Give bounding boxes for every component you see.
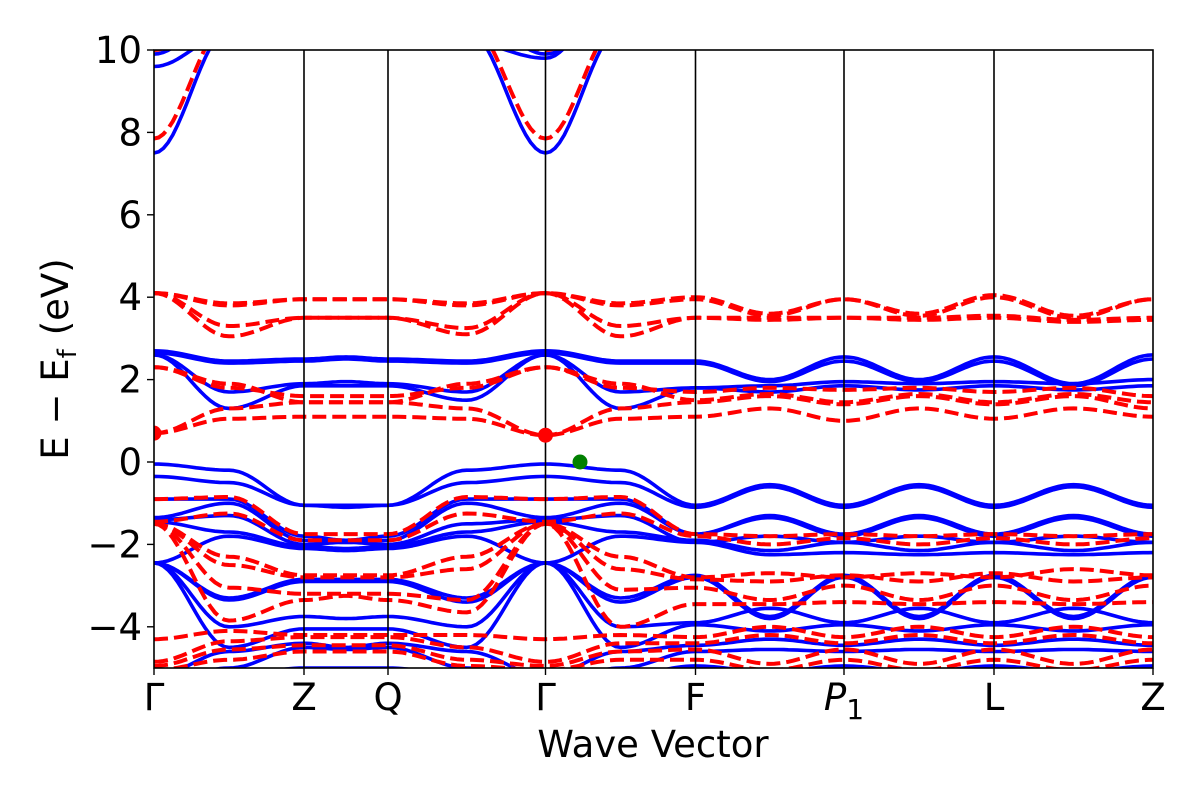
spin-down-band-10 — [154, 495, 1153, 539]
spin-down-band-11 — [154, 511, 1153, 547]
x-tick-label-5: P1 — [824, 676, 864, 726]
x-tick-label-sub: 1 — [846, 693, 864, 726]
spin-down-band-9 — [154, 406, 1153, 438]
x-tick-label-text: Q — [373, 676, 402, 719]
y-axis-title-unit: (eV) — [34, 258, 77, 335]
x-axis-title: Wave Vector — [537, 723, 769, 766]
y-tick-label-2: 0 — [118, 441, 142, 484]
x-tick-label-text: Z — [1140, 676, 1165, 719]
spin-down-band-15 — [154, 521, 1153, 629]
x-tick-label-0: Γ — [144, 676, 165, 719]
spin-up-band-3 — [154, 349, 1153, 386]
y-tick-label-7: 10 — [95, 29, 142, 72]
series-spin-down — [154, 50, 1153, 668]
x-tick-label-text: L — [984, 676, 1005, 719]
spin-down-band-14 — [154, 521, 1153, 602]
extrema-markers — [154, 425, 588, 470]
x-tick-label-text: Γ — [535, 676, 556, 719]
y-tick-label-0: −4 — [87, 606, 142, 649]
spin-down-band-12 — [154, 521, 1153, 580]
spin-down-band-3 — [154, 291, 1153, 320]
cbm-marker-gamma — [538, 427, 553, 443]
spin-down-band-6 — [154, 365, 1153, 399]
spin-up-band-2 — [154, 50, 564, 56]
y-tick-label-3: 2 — [118, 359, 142, 402]
x-tick-label-text: Γ — [144, 676, 165, 719]
spin-up-band-5 — [154, 353, 1153, 394]
x-tick-label-text: P — [824, 676, 847, 719]
spin-up-band-8 — [154, 474, 1153, 510]
spin-down-band-5 — [154, 291, 1153, 339]
y-tick-label-4: 4 — [118, 276, 142, 319]
kpoint-lines — [303, 50, 995, 668]
spin-up-band-13 — [154, 534, 1153, 565]
spin-up-band-17 — [154, 561, 1153, 650]
spin-down-band-17 — [154, 633, 1153, 664]
y-tick-label-6: 8 — [118, 111, 142, 154]
spin-down-band-18 — [154, 643, 1153, 668]
x-tick-label-4: F — [685, 676, 706, 719]
spin-up-band-4 — [154, 351, 1153, 388]
spin-down-band-19 — [158, 649, 1153, 668]
y-axis-ticks: −4 −2 0 2 4 6 8 10 — [87, 29, 154, 649]
x-tick-label-6: L — [984, 676, 1005, 719]
spin-up-band-9 — [154, 497, 1153, 543]
plot-frame — [153, 49, 1154, 669]
vbm-marker — [572, 454, 588, 470]
spin-down-band-8 — [154, 394, 1153, 438]
bands-layer — [154, 50, 1153, 668]
x-axis-ticks: Γ Z Q Γ F P1 L Z — [144, 668, 1166, 726]
spin-up-band-12 — [154, 519, 1153, 553]
x-tick-label-text: F — [685, 676, 706, 719]
x-tick-label-3: Γ — [535, 676, 556, 719]
y-tick-label-5: 6 — [118, 194, 142, 237]
spin-down-band-13 — [154, 521, 1153, 584]
spin-down-band-16 — [154, 624, 1153, 642]
x-tick-label-text: Z — [291, 676, 316, 719]
cbm-marker-left — [154, 425, 162, 441]
y-axis-title-main: E − E — [34, 358, 77, 459]
y-axis-title-sub: f — [53, 348, 83, 358]
x-tick-label-1: Z — [291, 676, 316, 719]
x-tick-label-7: Z — [1140, 676, 1165, 719]
x-tick-label-2: Q — [373, 676, 402, 719]
spin-up-band-19 — [212, 645, 1153, 668]
spin-down-band-0 — [154, 50, 557, 52]
y-tick-label-1: −2 — [87, 523, 142, 566]
y-axis-title: E − Ef (eV) — [34, 258, 83, 459]
